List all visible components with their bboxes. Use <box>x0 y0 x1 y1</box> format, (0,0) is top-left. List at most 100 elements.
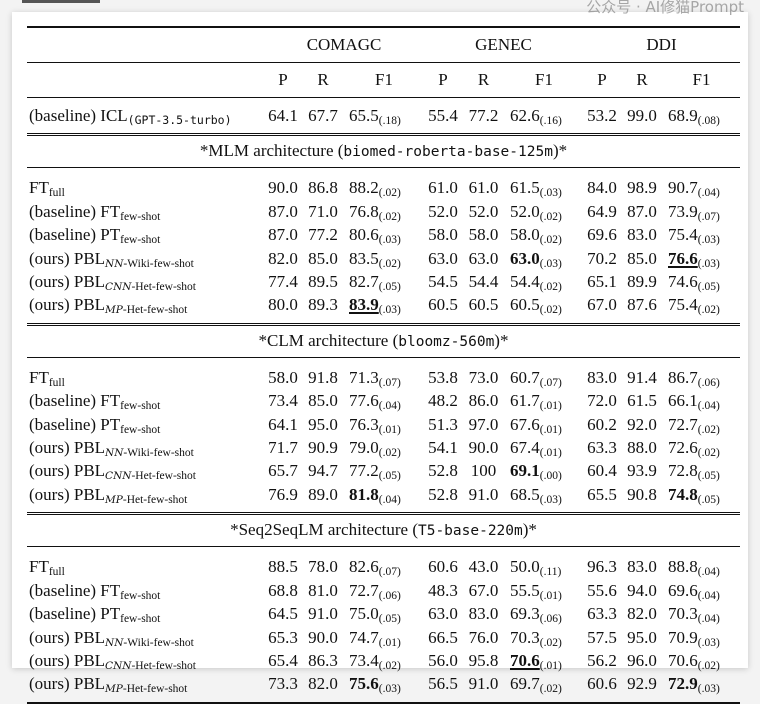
method-prefix: (ours) <box>29 674 70 694</box>
f1-cell: 72.8(.05) <box>663 459 740 482</box>
method-label: (baseline) FTfew-shot <box>27 389 264 412</box>
f1-cell: 65.5(.18) <box>344 96 424 135</box>
method-prefix: (ours) <box>29 295 70 315</box>
section-title-suffix: )* <box>522 520 537 540</box>
precision-value: 65.5 <box>587 484 617 504</box>
f1-cell: 69.6(.04) <box>663 579 740 602</box>
f1-cell: 80.6(.03) <box>344 223 424 246</box>
f1-std: (.11) <box>539 566 562 579</box>
section-header-row: *Seq2SeqLM architecture (T5-base-220m)* <box>27 512 741 548</box>
f1-std: (.07) <box>378 566 401 579</box>
f1-std: (.07) <box>539 376 562 389</box>
recall-value: 85.0 <box>627 248 657 268</box>
recall-value: 58.0 <box>468 225 499 245</box>
f1-std: (.02) <box>378 447 401 460</box>
f1-std: (.05) <box>697 470 720 483</box>
method-label: (ours) PBLNN-Wiki-few-shot <box>27 626 264 649</box>
method-subscript: MP-Het-few-shot <box>105 304 187 317</box>
subscript-text: few-shot <box>120 400 161 413</box>
method-prefix: (ours) <box>29 248 70 268</box>
precision-value: 56.5 <box>424 672 462 704</box>
method-subscript: few-shot <box>120 211 160 223</box>
recall-value: 100 <box>470 461 497 481</box>
method-prefix: (baseline) <box>29 106 97 125</box>
f1-std: (.02) <box>697 447 720 460</box>
recall-value: 61.0 <box>468 178 499 198</box>
f1-std: (.02) <box>697 304 720 317</box>
f1-cell: 75.4(.02) <box>663 293 740 324</box>
precision-value: 63.0 <box>428 604 458 624</box>
f1-std: (.06) <box>697 376 720 389</box>
recall-value: 71.0 <box>308 201 338 221</box>
f1-cell: 54.4(.02) <box>505 270 583 293</box>
f1-value: 76.8 <box>349 201 379 221</box>
f1-cell: 69.3(.06) <box>505 602 583 625</box>
f1-cell: 72.9(.03) <box>663 672 741 704</box>
calligraphic-subscript: CNN <box>105 659 132 672</box>
method-label: (ours) PBLCNN-Het-few-shot <box>27 459 264 482</box>
recall-value: 88.0 <box>627 438 657 458</box>
f1-value: 70.3 <box>510 627 540 647</box>
corner-cell <box>27 62 264 98</box>
subscript-text: -Het-few-shot <box>131 281 196 294</box>
f1-std: (.05) <box>378 613 401 626</box>
table-row: (ours) PBLNN-Wiki-few-shot 71.7 90.9 79.0(.… <box>27 436 740 459</box>
f1-std: (.02) <box>378 257 401 270</box>
recall-value: 43.0 <box>468 557 499 577</box>
method-prefix: (baseline) <box>29 201 97 221</box>
precision-value: 60.5 <box>428 295 458 315</box>
method-subscript: MP-Het-few-shot <box>105 683 187 696</box>
section-header-row: *CLM architecture (bloomz-560m)* <box>27 322 741 358</box>
calligraphic-subscript: NN <box>105 257 124 270</box>
f1-value: 72.9 <box>668 674 698 694</box>
precision-value: 48.3 <box>428 580 458 600</box>
recall-value: 94.0 <box>627 580 657 600</box>
subscript-text: few-shot <box>120 613 161 626</box>
f1-std: (.05) <box>697 281 720 294</box>
recall-value: 73.0 <box>468 367 499 387</box>
method-name: PT <box>100 604 121 624</box>
table-row: (baseline) PTfew-shot 87.0 77.2 80.6(.03) 58… <box>27 223 740 246</box>
top-bar-decoration <box>22 0 100 3</box>
method-subscript: NN-Wiki-few-shot <box>105 447 194 459</box>
f1-cell: 73.9(.07) <box>663 200 740 223</box>
subscript-text: -Het-few-shot <box>131 470 196 483</box>
method-name: PBL <box>73 650 106 670</box>
precision-value: 69.6 <box>587 225 617 245</box>
recall-value: 91.8 <box>308 367 338 387</box>
f1-value: 69.6 <box>668 580 698 600</box>
f1-value: 70.6 <box>510 650 540 670</box>
f1-value: 76.3 <box>349 414 379 434</box>
precision-value: 63.3 <box>587 438 617 458</box>
recall-value: 92.0 <box>627 414 657 434</box>
f1-std: (.02) <box>539 304 562 317</box>
subscript-text: few-shot <box>120 234 161 247</box>
recall-value: 67.0 <box>468 580 499 600</box>
table-row: FTfull 90.0 86.8 88.2(.02) 61.0 61.0 61.5(.03)… <box>27 168 740 200</box>
model-name: T5-base-220m <box>417 523 523 540</box>
metric-header: F1 <box>663 62 741 98</box>
recall-value: 77.2 <box>308 225 338 245</box>
f1-cell: 73.4(.02) <box>344 649 424 672</box>
calligraphic-subscript: NN <box>105 636 124 649</box>
f1-cell: 52.0(.02) <box>505 200 583 223</box>
f1-cell: 76.8(.02) <box>344 200 424 223</box>
f1-value: 61.5 <box>510 178 540 198</box>
precision-value: 71.7 <box>268 438 298 458</box>
recall-value: 78.0 <box>308 557 338 577</box>
subscript-text: -Wiki-few-shot <box>123 257 194 270</box>
method-name: FT <box>29 367 49 387</box>
method-label: (baseline) PTfew-shot <box>27 223 264 246</box>
f1-cell: 55.5(.01) <box>505 579 583 602</box>
recall-value: 91.0 <box>462 672 505 704</box>
recall-value: 82.0 <box>627 604 657 624</box>
f1-value: 65.5 <box>349 106 379 125</box>
precision-value: 68.8 <box>268 580 298 600</box>
recall-value: 91.4 <box>627 367 657 387</box>
f1-std: (.03) <box>539 257 562 270</box>
f1-cell: 50.0(.11) <box>505 547 583 579</box>
f1-value: 69.7 <box>510 674 540 694</box>
precision-value: 64.1 <box>264 96 302 135</box>
f1-value: 73.9 <box>668 201 698 221</box>
f1-std: (.06) <box>539 613 562 626</box>
